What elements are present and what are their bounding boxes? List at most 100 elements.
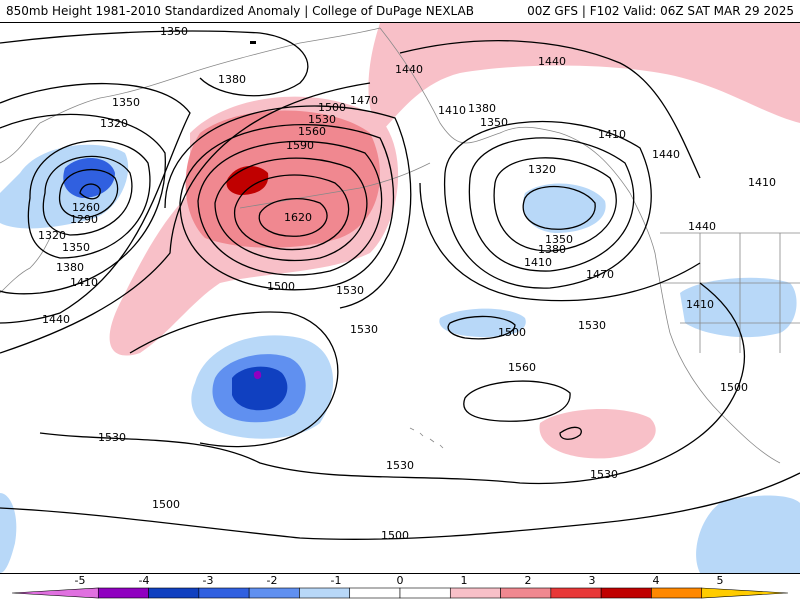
- positive-anomaly-north: [368, 23, 800, 133]
- contour-gulf-low-2: [493, 157, 617, 252]
- contour-label: 1410: [748, 176, 776, 189]
- contour-west-low-4: [27, 140, 151, 259]
- legend-swatch: [651, 587, 703, 599]
- contour-label: 1530: [386, 459, 414, 472]
- negative-anomaly-central-min: [253, 370, 262, 380]
- contour-south-1500: [0, 472, 800, 540]
- contour-label: 1560: [298, 125, 326, 138]
- negative-anomaly-southwest-us: [680, 277, 797, 338]
- legend-swatch: [148, 587, 200, 599]
- contour-label: 1440: [42, 313, 70, 326]
- contour-label: 1320: [528, 163, 556, 176]
- contour-label: 1350: [160, 25, 188, 38]
- contour-1560: [214, 157, 368, 262]
- contour-label: 1410: [598, 128, 626, 141]
- legend-swatch: [349, 587, 401, 599]
- contour-label: 1290: [70, 213, 98, 226]
- contour-label: 1410: [686, 298, 714, 311]
- positive-anomaly-south: [539, 408, 656, 459]
- contour-label: 1440: [395, 63, 423, 76]
- contour-label: 1530: [336, 284, 364, 297]
- legend-swatch: [600, 587, 652, 599]
- legend-swatch: [449, 587, 501, 599]
- contour-label: 1530: [98, 431, 126, 444]
- negative-anomaly-central-core: [232, 366, 288, 411]
- markers: [250, 41, 256, 44]
- contour-label: 1500: [267, 280, 295, 293]
- contour-label: 1380: [538, 243, 566, 256]
- negative-anomaly-southwest: [0, 493, 17, 573]
- contour-gulf-low-1: [522, 185, 596, 230]
- contour-west-low-2: [58, 168, 119, 219]
- contour-label: 1410: [70, 276, 98, 289]
- legend-tick-label: -4: [139, 574, 150, 587]
- contour-west-low-1: [79, 183, 101, 200]
- contour-south-1560: [463, 380, 571, 422]
- contour-midpac-1500: [447, 315, 516, 340]
- contour-label: 1590: [286, 139, 314, 152]
- contour-label: 1500: [152, 498, 180, 511]
- contour-label: 1380: [468, 102, 496, 115]
- contour-label: 1500: [381, 529, 409, 542]
- aleutian-chain: [239, 162, 431, 209]
- contour-label: 1470: [350, 94, 378, 107]
- map-canvas: 1350 1380 1440 1440 1350 1320 1260 1290 …: [0, 23, 800, 573]
- legend-swatch: [299, 587, 351, 599]
- contour-label: 1620: [284, 211, 312, 224]
- legend-swatch: [248, 587, 300, 599]
- contour-west-trough-1380: [0, 82, 191, 324]
- height-anomaly-map: 1350 1380 1440 1440 1350 1320 1260 1290 …: [0, 22, 800, 574]
- contour-southeast-1530: [559, 426, 582, 440]
- japan-coastline: [0, 237, 51, 294]
- legend-tick-label: 4: [653, 574, 660, 587]
- contour-label: 1320: [100, 117, 128, 130]
- legend-swatch: [97, 587, 149, 599]
- legend-swatch: [500, 587, 552, 599]
- contour-central-1530: [39, 282, 746, 485]
- contour-label: 1530: [308, 113, 336, 126]
- contour-label: 1350: [545, 233, 573, 246]
- contour-west-low-3: [42, 155, 133, 236]
- map-header: 850mb Height 1981-2010 Standardized Anom…: [0, 0, 800, 22]
- contour-label: 1470: [586, 268, 614, 281]
- contour-west-1440: [0, 82, 371, 354]
- negative-anomaly-midpacific: [439, 308, 526, 338]
- valid-time: 00Z GFS | F102 Valid: 06Z SAT MAR 29 202…: [527, 4, 794, 18]
- legend-tick-label: 1: [461, 574, 468, 587]
- contour-gulf-low-3: [468, 137, 635, 272]
- legend-swatch: [198, 587, 250, 599]
- contour-central-1500: [129, 311, 339, 448]
- asia-coastline: [0, 27, 381, 164]
- contour-west-trough-1350: [0, 113, 166, 295]
- map-title: 850mb Height 1981-2010 Standardized Anom…: [6, 4, 474, 18]
- legend-swatch: [701, 587, 789, 599]
- contour-label: 1560: [508, 361, 536, 374]
- contour-1530-high: [197, 140, 383, 276]
- alaska-coastline: [379, 27, 631, 194]
- negative-anomaly-gulf: [523, 183, 606, 233]
- legend-tick-label: 3: [589, 574, 596, 587]
- height-contours: [0, 30, 800, 540]
- contour-label: 1500: [720, 381, 748, 394]
- contour-label: 1500: [318, 101, 346, 114]
- contour-label: 1530: [590, 468, 618, 481]
- contour-label: 1410: [524, 256, 552, 269]
- max-marker: [250, 41, 256, 44]
- negative-anomaly-southeast: [696, 495, 800, 573]
- contour-label: 1440: [538, 55, 566, 68]
- contour-1620: [258, 198, 328, 237]
- legend-swatch: [11, 587, 99, 599]
- contour-label: 1530: [350, 323, 378, 336]
- contour-label: 1350: [62, 241, 90, 254]
- legend-tick-label: -3: [203, 574, 214, 587]
- contour-label: 1380: [218, 73, 246, 86]
- coastlines: [0, 27, 800, 464]
- contour-north-1350: [0, 30, 309, 97]
- legend-swatches: [11, 587, 789, 599]
- contour-label: 1350: [112, 96, 140, 109]
- legend-tick-label: 2: [525, 574, 532, 587]
- contour-1590: [234, 174, 350, 251]
- negative-anomaly-west-core: [63, 157, 115, 198]
- legend-ticks: -5 -4 -3 -2 -1 0 1 2 3 4 5: [75, 574, 724, 587]
- legend-tick-label: 0: [397, 574, 404, 587]
